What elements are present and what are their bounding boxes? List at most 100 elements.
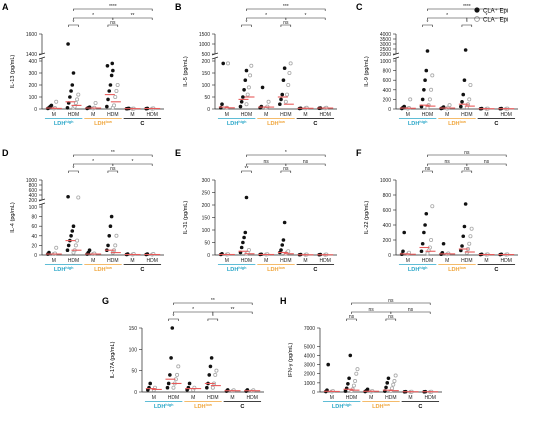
group-label: C: [140, 121, 144, 127]
panel-letter: F: [356, 148, 362, 158]
group-label: C: [313, 267, 317, 273]
data-point-cla-pos: [205, 385, 209, 390]
x-tick-label: M: [52, 112, 56, 118]
group-label: LDHhigh: [408, 266, 428, 273]
data-point-cla-neg: [213, 372, 218, 377]
x-tick-label: HDM: [461, 258, 472, 264]
group-label-main: LDH: [154, 404, 166, 410]
y-tick-label: 2000: [304, 372, 315, 378]
x-tick-label: HDM: [500, 112, 511, 118]
x-tick-label: HDM: [68, 112, 79, 118]
group-label-main: C: [494, 267, 498, 273]
data-point-cla-pos: [420, 97, 425, 102]
y-tick-label: 200: [202, 203, 211, 209]
data-point-cla-pos: [326, 362, 331, 367]
significance-bracket: [285, 163, 326, 166]
group-label-main: LDH: [448, 121, 460, 127]
data-point-cla-pos: [401, 249, 405, 254]
y-tick-label: 80: [31, 215, 37, 221]
significance-label: **: [131, 13, 135, 19]
group-label-sup: low: [279, 120, 285, 124]
y-tick-label: 400: [383, 223, 392, 229]
group-label-sup: low: [106, 266, 112, 270]
data-point-cla-pos: [220, 102, 224, 106]
significance-label: *: [285, 150, 287, 156]
data-point-cla-pos: [207, 373, 212, 377]
x-tick-label: M: [91, 258, 95, 264]
group-label: C: [494, 267, 498, 273]
group-label-sup: low: [460, 120, 466, 124]
x-tick-label: HDM: [207, 395, 218, 401]
data-point-cla-neg: [427, 97, 432, 102]
data-point-cla-pos: [462, 224, 467, 229]
group-label-main: LDH: [408, 121, 420, 127]
significance-bracket: [422, 24, 433, 27]
y-tick-label: 1000: [26, 178, 37, 184]
panel-letter: G: [102, 296, 109, 306]
data-point-cla-pos: [244, 195, 249, 200]
group-label: C: [240, 404, 244, 410]
data-point-cla-pos: [187, 381, 192, 386]
data-point-cla-pos: [384, 385, 388, 390]
group-label-sup: high: [65, 120, 74, 124]
significance-bracket: [246, 154, 326, 157]
data-point-cla-pos: [69, 234, 73, 238]
data-point-cla-pos: [241, 240, 245, 245]
y-tick-label: 50: [204, 95, 210, 101]
data-point-cla-pos: [424, 68, 429, 73]
significance-bracket: [285, 17, 326, 20]
legend-marker-cla-pos: [474, 7, 480, 13]
significance-bracket: [107, 170, 119, 173]
data-point-cla-pos: [279, 248, 283, 252]
significance-label: *: [132, 159, 134, 165]
group-label-sup: low: [384, 403, 390, 407]
significance-label: ns: [349, 314, 355, 320]
y-axis-label: IL-13 (pg/mL): [10, 55, 16, 89]
significance-bracket: [107, 24, 119, 27]
group-label-sup: high: [65, 266, 74, 270]
y-tick-label: 50: [131, 369, 137, 375]
data-point-cla-pos: [105, 64, 110, 68]
data-point-cla-pos: [242, 235, 246, 240]
data-point-cla-pos: [105, 104, 109, 109]
significance-label: ns: [425, 166, 431, 172]
data-point-cla-pos: [463, 48, 468, 52]
group-label-main: LDH: [267, 267, 279, 273]
data-point-cla-pos: [70, 229, 75, 233]
significance-label: ns: [264, 159, 270, 165]
group-label-main: C: [418, 404, 422, 410]
x-tick-label: HDM: [385, 395, 396, 401]
x-tick-label: M: [406, 258, 410, 264]
x-tick-label: M: [130, 112, 134, 118]
significance-bracket: [212, 311, 253, 314]
y-axis-label: IFN-γ (pg/mL): [288, 343, 294, 378]
data-point-cla-pos: [419, 249, 424, 254]
y-tick-label: 5000: [304, 344, 315, 350]
significance-label: ns: [303, 159, 309, 165]
significance-bracket: [241, 24, 252, 27]
data-point-cla-pos: [239, 245, 244, 250]
data-point-cla-pos: [280, 92, 285, 97]
data-point-cla-neg: [288, 61, 293, 66]
y-tick-label: 100: [202, 83, 211, 89]
group-label-main: C: [313, 267, 317, 273]
y-tick-label: 150: [129, 326, 138, 332]
significance-bracket: [351, 302, 431, 305]
group-label: LDHlow: [94, 120, 112, 127]
group-label-main: LDH: [408, 267, 420, 273]
x-tick-label: HDM: [246, 395, 257, 401]
y-tick-label: 200: [29, 83, 38, 89]
y-tick-label: 400: [383, 88, 392, 94]
data-point-cla-pos: [260, 85, 265, 90]
data-point-cla-neg: [246, 85, 251, 90]
x-tick-label: HDM: [346, 395, 357, 401]
data-point-cla-pos: [71, 71, 76, 75]
x-tick-label: HDM: [107, 112, 118, 118]
significance-bracket: [390, 311, 431, 314]
y-tick-label: 0: [207, 253, 210, 259]
data-point-cla-pos: [243, 78, 248, 82]
y-tick-label: 800: [29, 183, 38, 189]
group-label: C: [140, 267, 144, 273]
